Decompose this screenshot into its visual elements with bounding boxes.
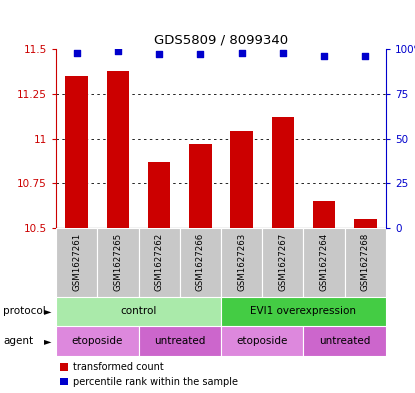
Text: etoposide: etoposide <box>237 336 288 346</box>
Text: GSM1627267: GSM1627267 <box>278 233 287 292</box>
Bar <box>313 201 335 228</box>
Text: GSM1627263: GSM1627263 <box>237 233 246 292</box>
Text: protocol: protocol <box>3 307 46 316</box>
Title: GDS5809 / 8099340: GDS5809 / 8099340 <box>154 33 288 46</box>
Bar <box>107 71 129 228</box>
Text: percentile rank within the sample: percentile rank within the sample <box>73 376 238 387</box>
Point <box>156 51 162 58</box>
Text: EVI1 overexpression: EVI1 overexpression <box>251 307 356 316</box>
Bar <box>221 326 303 356</box>
Text: ►: ► <box>44 307 52 316</box>
Point <box>280 50 286 56</box>
Point <box>115 48 121 54</box>
Text: agent: agent <box>3 336 34 346</box>
Point <box>362 53 369 59</box>
Text: GSM1627262: GSM1627262 <box>155 233 164 292</box>
Bar <box>303 228 345 297</box>
Bar <box>230 131 253 228</box>
Text: control: control <box>120 307 157 316</box>
Bar <box>221 297 386 326</box>
Bar <box>180 228 221 297</box>
Bar <box>148 162 171 228</box>
Bar <box>262 228 303 297</box>
Bar <box>345 228 386 297</box>
Bar <box>354 219 377 228</box>
Text: etoposide: etoposide <box>71 336 123 346</box>
Text: untreated: untreated <box>154 336 205 346</box>
Text: ►: ► <box>44 336 52 346</box>
Bar <box>303 326 386 356</box>
Text: GSM1627268: GSM1627268 <box>361 233 370 292</box>
Text: GSM1627266: GSM1627266 <box>196 233 205 292</box>
Bar <box>56 297 221 326</box>
Point <box>238 50 245 56</box>
Bar <box>56 228 97 297</box>
Text: GSM1627264: GSM1627264 <box>320 233 329 292</box>
Point <box>197 51 204 58</box>
Text: GSM1627261: GSM1627261 <box>72 233 81 292</box>
Text: GSM1627265: GSM1627265 <box>113 233 122 292</box>
Text: transformed count: transformed count <box>73 362 164 372</box>
Bar <box>97 228 139 297</box>
Text: untreated: untreated <box>319 336 371 346</box>
Point <box>73 50 80 56</box>
Point <box>321 53 327 59</box>
Bar <box>65 76 88 228</box>
Bar <box>221 228 262 297</box>
Bar <box>56 326 139 356</box>
Bar <box>139 326 221 356</box>
Bar <box>139 228 180 297</box>
Bar <box>271 117 294 228</box>
Bar <box>189 144 212 228</box>
